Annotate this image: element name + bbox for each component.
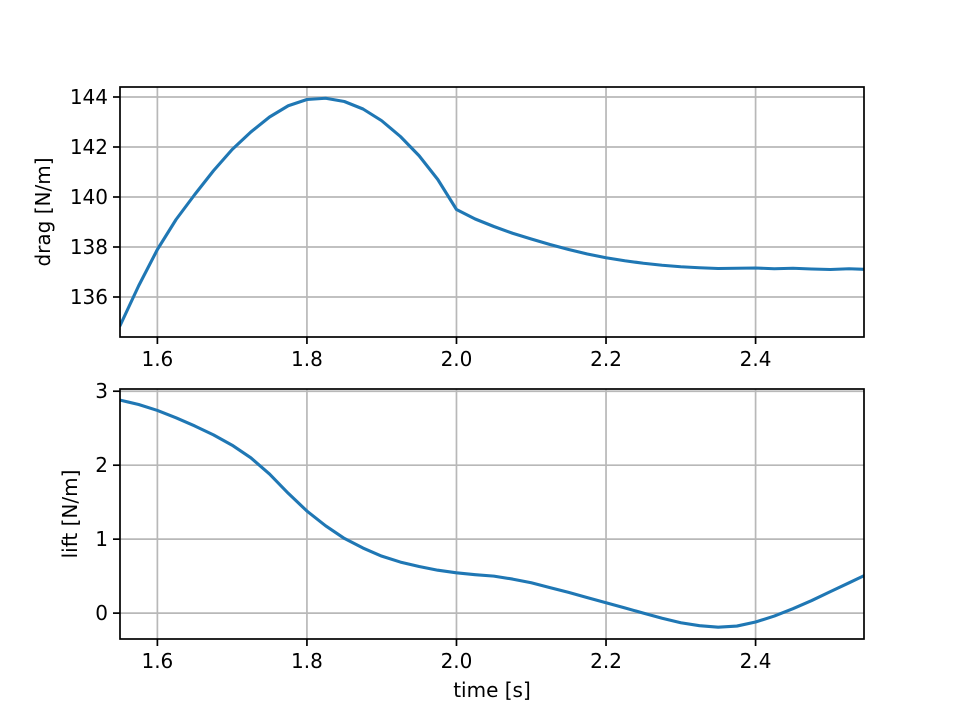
plot-area xyxy=(120,389,864,639)
y-tick-label: 136 xyxy=(70,285,108,309)
x-tick-label: 2.0 xyxy=(441,649,473,673)
x-tick-label: 2.2 xyxy=(590,649,622,673)
x-tick-label: 1.6 xyxy=(141,649,173,673)
y-tick-label: 140 xyxy=(70,185,108,209)
x-tick-label: 1.6 xyxy=(141,347,173,371)
x-tick-label: 2.0 xyxy=(441,347,473,371)
time-x-axis-label: time [s] xyxy=(453,678,531,702)
x-tick-label: 1.8 xyxy=(291,649,323,673)
axes-spines xyxy=(119,388,865,640)
lift-y-axis-label: lift [N/m] xyxy=(58,469,82,559)
y-tick-label: 2 xyxy=(95,453,108,477)
x-tick-label: 2.4 xyxy=(740,347,772,371)
lift-line xyxy=(120,398,864,629)
y-tick-label: 138 xyxy=(70,235,108,259)
x-tick-label: 2.4 xyxy=(740,649,772,673)
y-tick-label: 3 xyxy=(95,379,108,403)
y-tick-label: 144 xyxy=(70,85,108,109)
x-tick-label: 2.2 xyxy=(590,347,622,371)
axes-spines xyxy=(119,86,865,338)
plot-area xyxy=(120,87,864,337)
x-tick-label: 1.8 xyxy=(291,347,323,371)
drag-line xyxy=(120,96,864,328)
y-tick-label: 1 xyxy=(95,527,108,551)
y-tick-label: 142 xyxy=(70,135,108,159)
drag-y-axis-label: drag [N/m] xyxy=(31,157,55,267)
y-tick-label: 0 xyxy=(95,601,108,625)
